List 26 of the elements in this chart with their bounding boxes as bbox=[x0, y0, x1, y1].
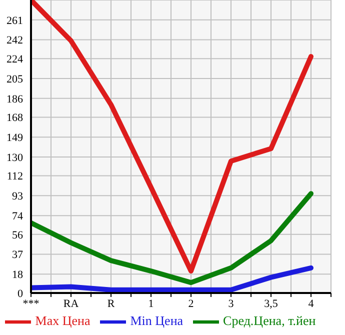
x-tick-label: 4 bbox=[308, 298, 314, 310]
x-tick-label: 3,5 bbox=[264, 298, 278, 310]
y-tick-label: 168 bbox=[6, 112, 24, 124]
x-tick-label: 2 bbox=[188, 298, 194, 310]
y-tick-label: 74 bbox=[12, 210, 24, 222]
y-tick-label: 130 bbox=[6, 152, 24, 164]
x-tick-label: 3 bbox=[228, 298, 234, 310]
y-tick-label: 261 bbox=[6, 14, 23, 27]
y-tick-label: 0 bbox=[18, 288, 24, 300]
y-tick-label: 149 bbox=[6, 132, 24, 144]
legend-label: Сред.Цена, т.йен bbox=[223, 312, 316, 328]
y-tick-label: 186 bbox=[6, 93, 24, 106]
y-tick-label: 56 bbox=[12, 229, 24, 242]
x-tick-label: R bbox=[107, 298, 116, 310]
legend-label: Min Цена bbox=[130, 312, 184, 328]
x-tick-label: RA bbox=[63, 298, 79, 310]
legend-label: Max Цена bbox=[35, 312, 90, 328]
y-tick-label: 112 bbox=[6, 170, 23, 183]
y-tick-label: 205 bbox=[6, 73, 24, 86]
y-tick-label: 224 bbox=[6, 54, 24, 66]
y-tick-label: 37 bbox=[12, 249, 24, 262]
y-tick-label: 18 bbox=[12, 269, 24, 282]
x-tick-label: 1 bbox=[148, 298, 154, 310]
x-tick-label: *** bbox=[22, 298, 40, 310]
y-tick-label: 93 bbox=[12, 190, 24, 203]
y-tick-label: 242 bbox=[6, 34, 23, 47]
